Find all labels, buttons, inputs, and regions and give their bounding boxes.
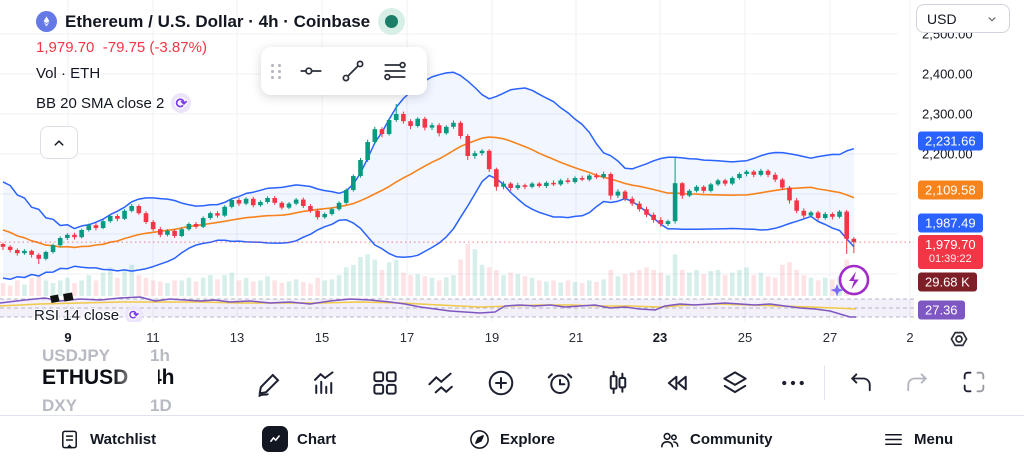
replay-button[interactable] <box>662 368 692 398</box>
chart-icon <box>262 426 288 452</box>
price-change-row: 1,979.70 -79.75 (-3.87%) <box>36 39 207 56</box>
picker-item-dxy[interactable]: DXY 1D <box>42 396 172 415</box>
time-tick: 15 <box>314 330 330 345</box>
nav-label: Community <box>690 430 773 448</box>
time-tick: 19 <box>484 330 500 345</box>
nav-label: Explore <box>500 430 556 448</box>
collapse-legend-button[interactable] <box>40 126 78 159</box>
chevron-down-icon <box>988 16 996 21</box>
nav-item-community[interactable]: Community <box>658 416 773 461</box>
drawing-floating-toolbar[interactable] <box>261 47 427 95</box>
volume-legend[interactable]: Vol · ETH <box>36 65 101 82</box>
nav-label: Menu <box>914 430 954 448</box>
fullscreen-button[interactable] <box>960 368 990 398</box>
compare-button[interactable] <box>425 368 455 398</box>
toolbar-divider <box>824 366 825 400</box>
watchlist-icon <box>58 428 81 451</box>
time-tick: 13 <box>229 330 245 345</box>
bb-basis-label: 2,109.58 <box>918 180 983 200</box>
horizontal-line-tool-icon[interactable] <box>298 58 324 84</box>
volume-label: 29.68 K <box>918 272 977 292</box>
bb-legend-label: BB 20 SMA close 2 <box>36 94 165 112</box>
price-change: -79.75 (-3.87%) <box>102 39 207 56</box>
last-price: 1,979.70 <box>36 39 95 56</box>
nav-label: Watchlist <box>90 430 157 448</box>
menu-icon <box>882 428 905 451</box>
market-status-icon[interactable] <box>378 8 406 35</box>
bar-type-button[interactable] <box>603 368 633 398</box>
more-button[interactable] <box>778 368 808 398</box>
nav-item-chart[interactable]: Chart <box>262 416 336 461</box>
time-tick: 2 <box>906 330 914 345</box>
bb-lower-label: 1,987.49 <box>918 213 983 233</box>
price-axis[interactable]: USD 2,500.00 2,400.00 2,300.00 2,200.00 2,2… <box>914 0 1024 352</box>
drag-handle-icon[interactable] <box>271 63 282 79</box>
bottom-panel: USDJPY 1h ETHUSD 4h DXY 1D <box>0 346 1024 415</box>
price-tick: 2,400.00 <box>922 66 973 82</box>
object-tree-button[interactable] <box>720 368 750 398</box>
chevron-up-icon <box>54 139 64 146</box>
ethereum-logo-icon <box>36 11 57 32</box>
nav-label: Chart <box>297 430 337 448</box>
add-button[interactable] <box>486 368 516 398</box>
bollinger-legend[interactable]: BB 20 SMA close 2 ⟳ <box>36 93 192 113</box>
rsi-legend-label: RSI 14 close <box>34 306 120 324</box>
layout-button[interactable] <box>370 368 400 398</box>
rsi-legend[interactable]: RSI 14 close ⟳ <box>34 306 144 324</box>
picker-fade-overlay <box>112 364 158 392</box>
redo-button[interactable] <box>903 368 933 398</box>
symbol-header[interactable]: Ethereum / U.S. Dollar · 4h · Coinbase <box>36 8 406 35</box>
trend-line-tool-icon[interactable] <box>340 58 366 84</box>
picker-item-usdjpy[interactable]: USDJPY 1h <box>42 346 170 365</box>
nav-item-explore[interactable]: Explore <box>468 416 555 461</box>
price-tick: 2,300.00 <box>922 106 973 122</box>
symbol-title: Ethereum / U.S. Dollar · 4h · Coinbase <box>65 11 371 31</box>
rsi-label: 27.36 <box>918 300 965 320</box>
bb-upper-label: 2,231.66 <box>918 131 983 151</box>
parallel-lines-tool-icon[interactable] <box>382 58 408 84</box>
nav-item-menu[interactable]: Menu <box>882 416 953 461</box>
axis-settings-gear-icon[interactable] <box>946 327 972 351</box>
bb-refresh-icon[interactable]: ⟳ <box>171 93 192 113</box>
alert-button[interactable] <box>545 368 575 398</box>
time-axis[interactable]: 9 11 13 15 17 19 21 23 25 27 2 <box>0 322 1024 352</box>
time-tick: 25 <box>737 330 753 345</box>
community-icon <box>658 428 681 451</box>
price-chart-canvas[interactable] <box>0 0 1024 352</box>
time-tick: 9 <box>64 330 72 345</box>
explore-icon <box>468 428 491 451</box>
boost-flash-icon[interactable] <box>826 258 878 306</box>
indicators-button[interactable] <box>310 368 340 398</box>
time-tick: 27 <box>822 330 838 345</box>
undo-button[interactable] <box>847 368 877 398</box>
time-tick: 21 <box>568 330 584 345</box>
time-tick: 23 <box>652 330 668 345</box>
rsi-refresh-icon[interactable]: ⟳ <box>125 306 144 324</box>
nav-item-watchlist[interactable]: Watchlist <box>58 416 156 461</box>
price-label: 1,979.70 01:39:22 <box>918 235 983 269</box>
currency-selector[interactable]: USD <box>916 4 1010 33</box>
time-tick: 11 <box>146 330 160 345</box>
time-tick: 17 <box>399 330 415 345</box>
draw-button[interactable] <box>255 368 285 398</box>
bottom-nav: Watchlist Chart Explore Community Menu <box>0 415 1024 461</box>
